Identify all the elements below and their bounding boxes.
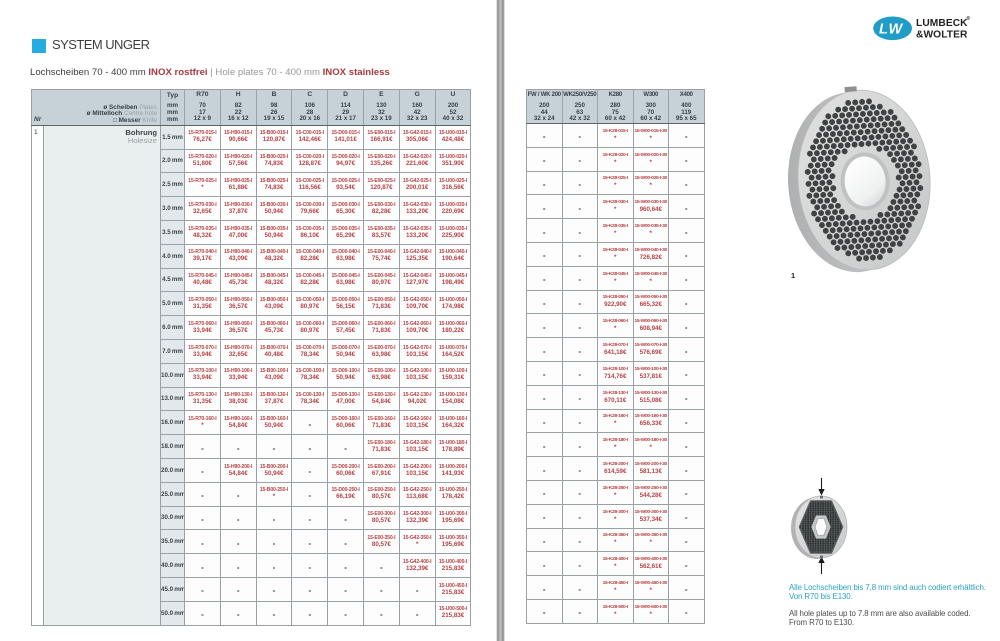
svg-text:®: ® bbox=[967, 15, 971, 22]
svg-text:&WOLTER: &WOLTER bbox=[916, 29, 968, 40]
svg-text:W: W bbox=[889, 22, 904, 38]
svg-text:LUMBECK: LUMBECK bbox=[916, 18, 968, 29]
svg-text:L: L bbox=[879, 22, 888, 38]
